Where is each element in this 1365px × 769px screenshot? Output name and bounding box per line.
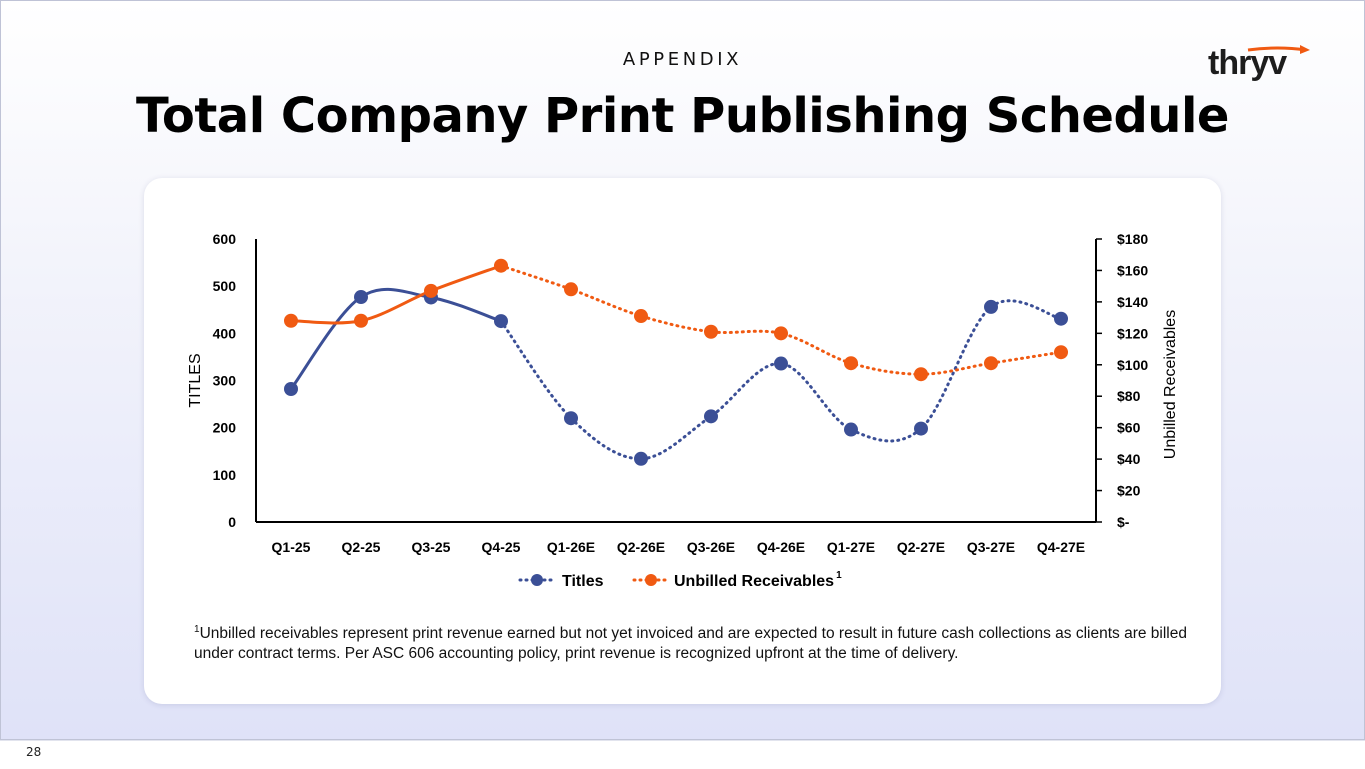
series-titles-point: [774, 356, 788, 371]
right-tick-label: $80: [1117, 388, 1141, 404]
series-titles-actual-line: [289, 287, 503, 391]
x-tick-label: Q4-27E: [1037, 539, 1085, 555]
right-tick-label: $160: [1117, 262, 1148, 278]
x-tick-label: Q4-25: [482, 539, 521, 555]
logo-swoosh-icon: [1247, 45, 1310, 54]
footer-bar: [0, 740, 1365, 769]
x-tick-label: Q1-27E: [827, 539, 875, 555]
series-unbilled-receivables-point: [424, 283, 438, 298]
x-tick-label: Q4-26E: [757, 539, 805, 555]
series-unbilled-receivables-point: [494, 258, 508, 273]
logo-wordmark: thryv: [1208, 44, 1287, 82]
footnote: 1Unbilled receivables represent print re…: [194, 624, 1194, 664]
left-axis-title: TITLES: [187, 353, 204, 407]
chart-card: 0 100 200 300 400 500 600 $- $20 $40 $60 $80 $100 $12…: [144, 178, 1221, 704]
x-tick-label: Q1-26E: [547, 539, 595, 555]
left-tick-label: 100: [213, 467, 237, 483]
series-titles-point: [564, 411, 578, 426]
series-unbilled-receivables-point: [844, 356, 858, 371]
x-tick-label: Q2-25: [342, 539, 381, 555]
axes-layer: 0 100 200 300 400 500 600 $- $20 $40 $60 $80 $100 $12…: [187, 231, 1179, 555]
x-tick-label: Q2-26E: [617, 539, 665, 555]
series-titles-point: [354, 290, 368, 305]
series-unbilled-receivables-point: [1054, 345, 1068, 360]
left-tick-label: 500: [213, 278, 237, 294]
thryv-logo: thryv: [1208, 44, 1312, 88]
line-chart: 0 100 200 300 400 500 600 $- $20 $40 $60 $80 $100 $12…: [187, 231, 1179, 590]
legend-titles-label: Titles: [562, 573, 604, 590]
series-titles-point: [634, 451, 648, 466]
series-titles-point: [494, 314, 508, 329]
series-unbilled-receivables-point: [564, 282, 578, 297]
left-tick-label: 0: [228, 514, 236, 530]
series-unbilled-receivables-point: [284, 313, 298, 328]
right-tick-label: $100: [1117, 357, 1148, 373]
left-tick-label: 300: [213, 373, 237, 389]
right-tick-label: $40: [1117, 451, 1141, 467]
series-unbilled-receivables-point: [704, 324, 718, 339]
series-unbilled-receivables-point: [774, 326, 788, 341]
series-unbilled-receivables-estimate-line: [499, 264, 1063, 376]
legend-receivables-label: Unbilled Receivables: [674, 573, 834, 590]
data-points-layer: [284, 258, 1068, 466]
legend-titles-marker: [531, 574, 543, 586]
chart-legend: Titles Unbilled Receivables 1: [518, 570, 842, 590]
series-titles-point: [704, 409, 718, 424]
series-unbilled-receivables-point: [984, 356, 998, 371]
x-tick-label: Q3-25: [412, 539, 451, 555]
right-axis-title: Unbilled Receivables: [1162, 310, 1179, 459]
right-tick-label: $120: [1117, 325, 1148, 341]
section-kicker: APPENDIX: [622, 49, 743, 70]
series-titles-point: [284, 381, 298, 396]
series-lines-layer: [289, 264, 1063, 461]
right-tick-label: $-: [1117, 514, 1130, 530]
left-tick-label: 400: [213, 325, 237, 341]
footnote-marker: 1: [194, 624, 200, 635]
right-tick-label: $60: [1117, 420, 1141, 436]
series-unbilled-receivables-point: [354, 313, 368, 328]
page-title: Total Company Print Publishing Schedule: [136, 88, 1229, 144]
right-tick-label: $20: [1117, 483, 1141, 499]
x-tick-label: Q1-25: [272, 539, 311, 555]
legend-receivables-superscript: 1: [836, 570, 842, 581]
left-tick-label: 600: [213, 231, 237, 247]
series-titles-point: [984, 299, 998, 314]
series-unbilled-receivables-point: [914, 367, 928, 382]
x-tick-label: Q2-27E: [897, 539, 945, 555]
right-tick-label: $140: [1117, 294, 1148, 310]
x-tick-label: Q3-27E: [967, 539, 1015, 555]
series-unbilled-receivables-actual-line: [289, 264, 503, 325]
series-unbilled-receivables-point: [634, 309, 648, 324]
series-titles-point: [1054, 311, 1068, 326]
right-tick-label: $180: [1117, 231, 1148, 247]
series-titles-point: [914, 421, 928, 436]
legend-receivables-marker: [645, 574, 657, 586]
series-titles-point: [844, 422, 858, 437]
page-number: 28: [26, 745, 42, 759]
left-tick-label: 200: [213, 420, 237, 436]
series-titles-estimate-line: [499, 299, 1063, 461]
x-tick-label: Q3-26E: [687, 539, 735, 555]
footnote-text: Unbilled receivables represent print rev…: [194, 625, 1187, 662]
